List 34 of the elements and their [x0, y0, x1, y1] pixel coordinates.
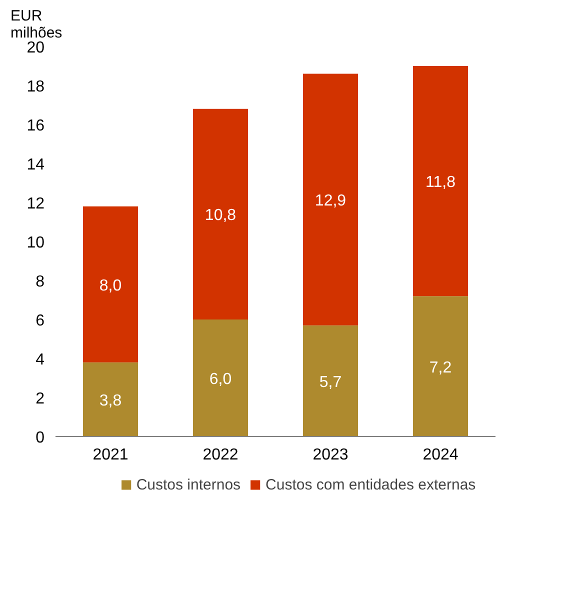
x-tick-label: 2024	[422, 446, 458, 464]
data-label: 3,8	[99, 392, 122, 410]
bar	[303, 74, 358, 326]
bar	[193, 320, 248, 436]
y-tick-label: 18	[26, 78, 45, 96]
y-tick-label: 6	[36, 312, 45, 330]
data-label: 6,0	[209, 371, 232, 388]
y-tick-label: 8	[36, 274, 45, 290]
data-label: 8,0	[99, 277, 122, 294]
data-label: 7,2	[429, 359, 452, 376]
y-tick-label: 0	[36, 430, 45, 446]
y-tick-label: 4	[36, 352, 45, 368]
y-tick-label: 12	[26, 196, 45, 212]
y-tick-label: 2	[36, 390, 45, 408]
x-tick-label: 2023	[312, 446, 348, 464]
bar	[413, 296, 468, 436]
y-tick-label: 10	[26, 234, 45, 252]
y-tick-label: 16	[26, 118, 45, 134]
x-tick-label: 2022	[202, 446, 238, 464]
y-tick-label: 14	[26, 156, 45, 174]
data-label: 10,8	[204, 207, 236, 224]
legend-label: Custos com entidades externas	[266, 476, 476, 493]
y-tick-label: 20	[26, 40, 45, 56]
bar	[413, 66, 468, 296]
y-axis-title: EUR milhões	[10, 8, 62, 42]
bar	[83, 362, 138, 436]
data-label: 11,8	[426, 174, 456, 192]
legend-label: Custos internos	[136, 476, 241, 493]
bar	[193, 108, 248, 320]
bar	[83, 206, 138, 362]
data-label: 12,9	[314, 192, 346, 210]
data-label: 5,7	[319, 374, 342, 391]
bar	[303, 325, 358, 436]
x-tick-label: 2021	[92, 446, 128, 464]
